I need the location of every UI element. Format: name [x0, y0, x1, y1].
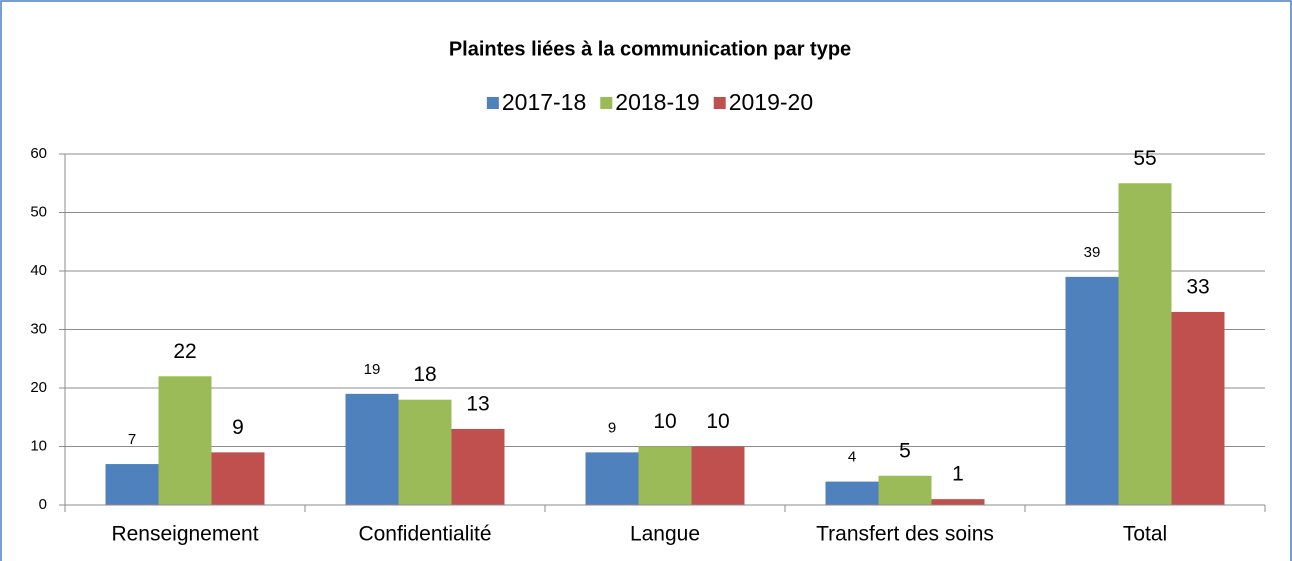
bar [931, 499, 985, 505]
data-label: 4 [848, 449, 856, 466]
bar [345, 393, 399, 505]
data-label: 9 [608, 419, 616, 436]
bar [158, 376, 212, 505]
data-label: 9 [232, 416, 244, 439]
data-label: 19 [364, 361, 381, 378]
data-label: 5 [899, 439, 911, 462]
x-tick-label: Langue [630, 523, 700, 546]
bar [878, 475, 932, 505]
y-tick-label: 60 [30, 145, 47, 162]
bar [1118, 183, 1172, 505]
y-tick-label: 10 [30, 437, 47, 454]
data-label: 10 [706, 410, 729, 433]
y-tick-label: 30 [30, 320, 47, 337]
y-tick-label: 40 [30, 262, 47, 279]
bar [1171, 311, 1225, 505]
bar [691, 446, 745, 505]
data-label: 10 [653, 410, 676, 433]
data-label: 39 [1084, 244, 1101, 261]
bar [105, 464, 159, 505]
legend-swatch [486, 97, 499, 109]
y-tick-label: 50 [30, 203, 47, 220]
legend-swatch [713, 97, 726, 109]
y-tick-label: 20 [30, 379, 47, 396]
data-label: 1 [952, 463, 964, 486]
data-label: 55 [1133, 147, 1156, 170]
chart-title: Plaintes liées à la communication par ty… [449, 38, 851, 60]
x-tick-label: Confidentialité [358, 523, 491, 546]
data-label: 33 [1186, 275, 1209, 298]
bar [825, 481, 879, 505]
legend-label: 2017-18 [502, 89, 586, 115]
data-label: 13 [466, 392, 489, 415]
bar [398, 399, 452, 505]
x-tick-label: Total [1123, 523, 1167, 546]
x-tick-label: Renseignement [111, 523, 258, 546]
data-label: 7 [128, 431, 136, 448]
y-tick-label: 0 [39, 496, 47, 513]
bar [585, 452, 639, 505]
data-label: 18 [413, 363, 436, 386]
legend-label: 2018-19 [615, 89, 699, 115]
bar [451, 428, 505, 505]
bar [211, 452, 265, 505]
legend-label: 2019-20 [729, 89, 813, 115]
bar [1065, 276, 1119, 505]
data-label: 22 [173, 340, 196, 363]
legend-swatch [600, 97, 613, 109]
bar [638, 446, 692, 505]
x-tick-label: Transfert des soins [816, 523, 994, 546]
